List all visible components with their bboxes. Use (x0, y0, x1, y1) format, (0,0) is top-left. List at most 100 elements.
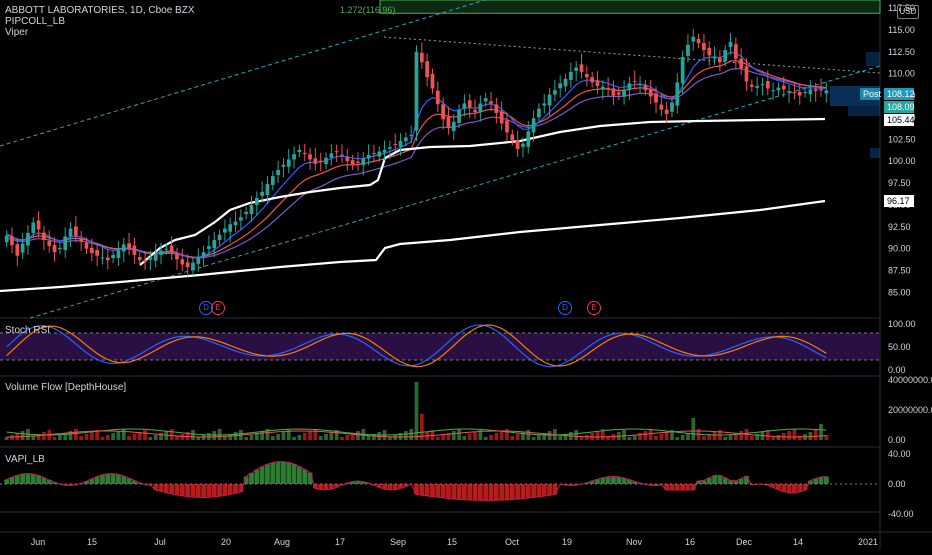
candle-body (612, 88, 616, 95)
candle-body (761, 84, 765, 85)
vapi-bar (441, 484, 446, 498)
volume-bar (665, 432, 669, 440)
candle-body (436, 91, 440, 105)
candle-body (755, 86, 759, 88)
candle-body (681, 57, 685, 83)
volume-bar (303, 433, 307, 440)
currency-button[interactable]: USD (897, 5, 919, 19)
volume-bar (53, 437, 57, 440)
vapi-bar (419, 484, 424, 495)
vapi-bar (547, 484, 552, 495)
candle-body (106, 257, 110, 260)
pane-label-stoch-rsi[interactable]: Stoch RSI (5, 325, 50, 336)
vapi-bar (185, 484, 190, 497)
volume-bar (558, 436, 562, 440)
candle-body (425, 61, 429, 77)
candle-body (383, 150, 387, 153)
volume-bar (212, 431, 216, 440)
candle-body (53, 245, 57, 252)
indicator-pipcoll[interactable]: PIPCOLL_LB (5, 16, 195, 27)
volume-bar (244, 437, 248, 440)
volume-bar (260, 431, 264, 440)
vapi-bar (276, 462, 281, 484)
dividend-badge[interactable]: D (558, 301, 572, 315)
stoch-axis-tick: 50.00 (888, 342, 911, 352)
volume-bar (628, 437, 632, 440)
vapi-bar (159, 484, 164, 491)
candle-body (574, 68, 578, 71)
long-ma-price-tag: 96.17 (884, 195, 914, 207)
stoch-axis-tick: 100.00 (888, 319, 916, 329)
candle-body (532, 118, 536, 132)
candle-body (617, 92, 621, 94)
price-axis-tick: 102.50 (888, 134, 916, 144)
symbol-title[interactable]: ABBOTT LABORATORIES, 1D, Cboe BZX (5, 5, 195, 16)
vapi-bar (462, 484, 467, 500)
vapi-bar (260, 467, 265, 484)
volume-bar (149, 437, 153, 440)
candle-body (500, 112, 504, 124)
candle-body (164, 249, 168, 250)
candle-body (793, 92, 797, 93)
volume-bar (713, 432, 717, 440)
candle-body (15, 244, 19, 256)
vapi-bar (4, 480, 9, 485)
candle-body (250, 205, 254, 214)
volume-bar (292, 437, 296, 440)
volume-bar (739, 431, 743, 440)
volume-bar (329, 432, 333, 440)
earnings-badge[interactable]: E (211, 301, 225, 315)
volume-bar (79, 436, 83, 440)
time-axis-tick: Sep (390, 537, 406, 547)
price-axis-tick: 110.00 (888, 69, 915, 79)
candle-body (463, 103, 467, 108)
candle-body (670, 103, 674, 112)
candle-body (154, 254, 158, 261)
vapi-bar (254, 470, 259, 484)
vapi-bar (430, 484, 435, 497)
vapi-bar (531, 484, 536, 497)
candle-body (282, 165, 286, 167)
candle-body (207, 246, 211, 249)
candle-body (473, 110, 477, 112)
price-axis-tick: 115.00 (888, 25, 915, 35)
volume-bar (436, 437, 440, 440)
volume-bar (654, 436, 658, 440)
volume-bar (633, 435, 637, 440)
time-axis-tick: Jul (154, 537, 166, 547)
candle-body (351, 160, 355, 165)
vapi-bar (207, 484, 212, 497)
price-axis-tick: 87.50 (888, 266, 911, 276)
vapi-bar (222, 484, 227, 495)
volume-bar (819, 424, 823, 440)
vapi-bar (116, 474, 121, 484)
vapi-bar (446, 484, 451, 498)
candle-body (526, 131, 530, 146)
earnings-badge[interactable]: E (587, 301, 601, 315)
candle-body (399, 141, 403, 147)
candle-body (590, 77, 594, 82)
volume-bar (42, 432, 46, 440)
vapi-bar (26, 474, 31, 484)
fib-zone (380, 0, 880, 13)
vapi-bar (196, 484, 201, 497)
candle-body (750, 85, 754, 87)
ma-price-tag: 105.44 (884, 114, 914, 126)
price-axis-tick: 97.50 (888, 178, 911, 188)
volume-bar (675, 437, 679, 440)
candle-body (117, 250, 121, 258)
volume-bar (308, 431, 312, 440)
candle-body (494, 104, 498, 113)
candle-body (340, 155, 344, 156)
candle-body (420, 53, 424, 62)
candle-body (345, 157, 349, 161)
vapi-bar (451, 484, 456, 499)
pane-label-vapi[interactable]: VAPI_LB (5, 454, 45, 465)
candle-body (276, 170, 280, 175)
volume-bar (356, 431, 360, 440)
indicator-viper[interactable]: Viper (5, 27, 195, 38)
pane-label-volume-flow[interactable]: Volume Flow [DepthHouse] (5, 382, 126, 393)
candle-body (798, 92, 802, 96)
